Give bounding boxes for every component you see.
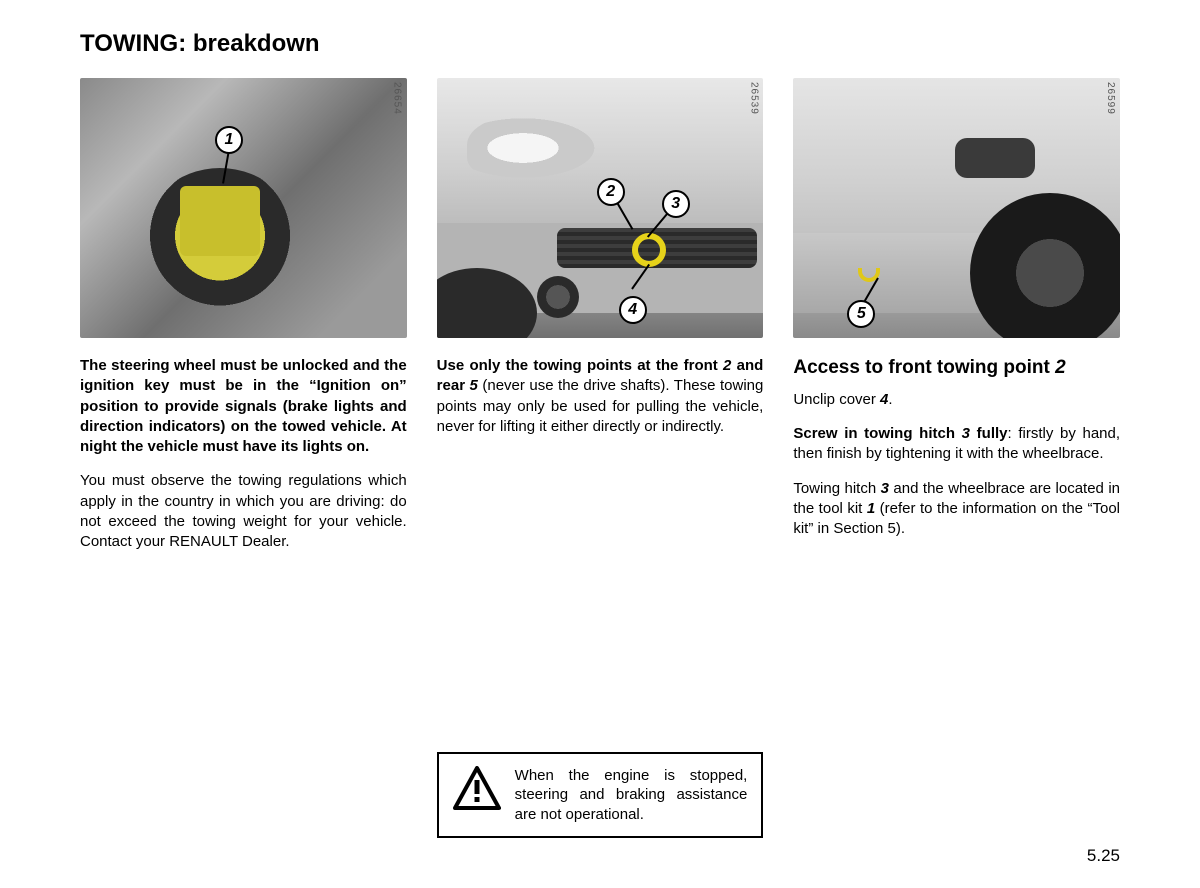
content-columns: 26654 1 The steering wheel must be unloc…	[80, 78, 1120, 868]
image-id: 26599	[1105, 82, 1116, 115]
subheading-access: Access to front towing point 2	[793, 356, 1120, 380]
foglight-graphic	[537, 276, 579, 318]
figure-car-rear: 26599 5	[793, 78, 1120, 338]
paragraph-warning-bold: The steering wheel must be unlocked and …	[80, 356, 407, 457]
figure-spare-tire: 26654 1	[80, 78, 407, 338]
column-2: 26539 2 3 4 Use only the towing points a…	[437, 78, 764, 868]
headlight-graphic	[467, 113, 607, 183]
rear-wheel-graphic	[970, 193, 1120, 338]
paragraph-screw-hitch: Screw in towing hitch 3 fully: firstly b…	[793, 424, 1120, 465]
callout-5: 5	[847, 300, 875, 328]
towing-ring-graphic	[632, 233, 666, 267]
warning-icon	[453, 766, 501, 810]
paragraph-unclip: Unclip cover 4.	[793, 390, 1120, 410]
manual-page: TOWING: breakdown 26654 1 The steering w…	[0, 0, 1200, 888]
page-title: TOWING: breakdown	[80, 30, 1120, 58]
warning-text: When the engine is stopped, steering and…	[515, 766, 748, 825]
column-3: 26599 5 Access to front towing point 2 U…	[793, 78, 1120, 868]
jack-graphic	[180, 186, 260, 256]
callout-2: 2	[597, 178, 625, 206]
callout-4: 4	[619, 296, 647, 324]
column-1: 26654 1 The steering wheel must be unloc…	[80, 78, 407, 868]
callout-3: 3	[662, 190, 690, 218]
figure-car-front: 26539 2 3 4	[437, 78, 764, 338]
callout-1: 1	[215, 126, 243, 154]
image-id: 26539	[748, 82, 759, 115]
warning-box: When the engine is stopped, steering and…	[437, 752, 764, 839]
paragraph-regulations: You must observe the towing regulations …	[80, 471, 407, 552]
page-number: 5.25	[1087, 846, 1120, 866]
image-id: 26654	[392, 82, 403, 115]
paragraph-towing-points: Use only the towing points at the front …	[437, 356, 764, 437]
taillight-graphic	[955, 138, 1035, 178]
paragraph-toolkit: Towing hitch 3 and the wheelbrace are lo…	[793, 479, 1120, 540]
